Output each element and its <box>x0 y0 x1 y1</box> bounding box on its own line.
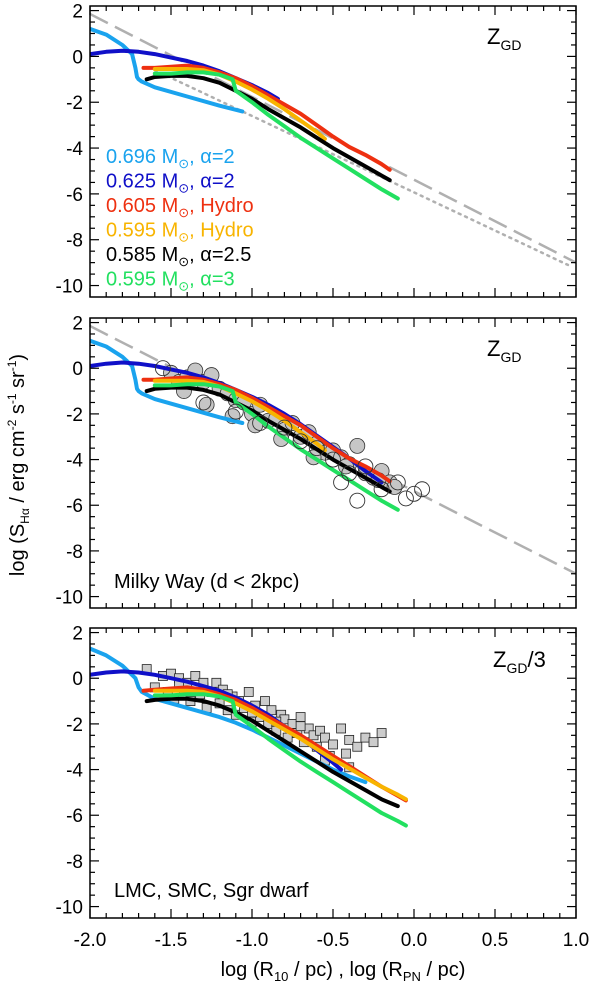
y-tick-label-top: -6 <box>66 185 83 206</box>
y-tick-label-top: 2 <box>72 2 83 23</box>
plot-area-top <box>90 12 576 267</box>
y-tick-label-middle: -8 <box>66 542 83 563</box>
y-axis-label: log (SHα / erg cm-2 s-1 sr-1) <box>5 354 32 576</box>
series-0-696-msun-2-top <box>90 26 245 114</box>
y-tick-label-top: -10 <box>56 277 83 298</box>
open-circle-point-middle <box>276 419 293 436</box>
panel-middle: 2 0 -2 -4 -6 -8 -10 <box>56 314 577 609</box>
open-circle-point-middle <box>325 451 341 468</box>
y-tick-label-bottom: -2 <box>66 715 83 736</box>
series-0-595-msun-3-top <box>152 70 400 201</box>
plot-area-middle <box>90 324 576 575</box>
x-tick-label: 1.0 <box>563 930 589 951</box>
bottom-label-middle: Milky Way (d < 2kpc) <box>114 571 299 593</box>
x-tick-label: -0.5 <box>317 930 350 951</box>
legend: 0.696 M⊙, α=20.625 M⊙, α=20.605 M⊙, Hydr… <box>106 146 254 294</box>
square-point-bottom <box>211 677 222 688</box>
legend-entry: 0.585 M⊙, α=2.5 <box>106 244 251 269</box>
open-circle-point-middle <box>195 394 212 411</box>
x-tick-label: -2.0 <box>74 930 107 951</box>
series-0-595-msun-hydro-bottom <box>152 688 408 802</box>
open-circle-point-middle <box>406 485 422 502</box>
series-0-585-msun-2-5-bottom <box>144 696 400 809</box>
filled-circle-point-middle <box>349 437 366 454</box>
open-circle-point-middle <box>373 481 390 498</box>
open-circle-point-middle <box>341 465 358 482</box>
y-tick-label-top: -4 <box>66 139 83 160</box>
open-circle-point-middle <box>389 474 406 491</box>
square-point-bottom <box>360 732 371 743</box>
y-tick-label-middle: 0 <box>72 359 83 380</box>
series-0-595-msun-3-middle <box>152 382 400 512</box>
square-point-bottom <box>336 723 347 734</box>
y-tick-label-bottom: -4 <box>66 761 83 782</box>
x-tick-label: 0.5 <box>482 930 508 951</box>
y-tick-label-top: 0 <box>72 47 83 68</box>
open-circle-point-middle <box>414 481 431 498</box>
y-tick-label-middle: -4 <box>66 451 83 472</box>
square-point-bottom <box>295 712 306 722</box>
square-point-bottom <box>344 734 355 745</box>
y-tick-label-middle: 2 <box>72 314 83 335</box>
series-0-595-msun-3-bottom <box>152 692 408 828</box>
open-circle-point-middle <box>154 360 171 377</box>
y-tick-label-middle: -2 <box>66 405 83 426</box>
square-point-bottom <box>260 696 270 706</box>
open-circle-point-middle <box>397 490 414 507</box>
reference-dashed-line-top <box>90 12 576 264</box>
legend-entry: 0.595 M⊙, α=3 <box>106 269 235 294</box>
x-tick-label: 0.0 <box>401 930 427 951</box>
open-circle-point-middle <box>227 403 244 420</box>
legend-entry: 0.605 M⊙, Hydro <box>106 195 254 220</box>
open-circle-point-middle <box>252 415 269 431</box>
square-point-bottom <box>352 741 363 752</box>
square-point-bottom <box>328 739 338 750</box>
corner-label-top: ZGD <box>487 24 521 53</box>
square-point-bottom <box>319 732 330 743</box>
plot-area-bottom <box>90 646 408 828</box>
series-0-605-msun-hydro-middle <box>141 375 392 484</box>
legend-entry: 0.696 M⊙, α=2 <box>106 146 235 171</box>
x-axis-label: log (R10 / pc) , log (RPN / pc) <box>221 959 466 984</box>
corner-label-bottom: ZGD/3 <box>493 647 546 676</box>
y-tick-label-bottom: 2 <box>72 624 83 645</box>
y-tick-label-bottom: 0 <box>72 669 83 690</box>
series-0-595-msun-hydro-top <box>152 67 327 141</box>
square-point-bottom <box>368 737 379 748</box>
square-point-bottom <box>295 721 306 732</box>
open-circle-point-middle <box>349 492 366 509</box>
square-point-bottom <box>190 671 201 681</box>
reference-dotted-line-top <box>153 68 570 267</box>
legend-entry: 0.625 M⊙, α=2 <box>106 171 235 196</box>
series-0-605-msun-hydro-top <box>141 63 392 172</box>
y-tick-label-middle: -10 <box>56 588 83 609</box>
y-tick-label-top: -2 <box>66 93 83 114</box>
open-circle-point-middle <box>357 458 374 475</box>
series-0-585-msun-2-5-middle <box>144 385 392 494</box>
square-point-bottom <box>376 728 387 738</box>
x-tick-label: -1.0 <box>236 930 269 951</box>
y-tick-label-bottom: -6 <box>66 806 83 827</box>
square-point-bottom <box>341 748 351 759</box>
y-tick-label-bottom: -8 <box>66 852 83 873</box>
bottom-label-bottom: LMC, SMC, Sgr dwarf <box>114 880 309 902</box>
open-circle-point-middle <box>333 474 350 491</box>
series-0-696-msun-2-middle <box>90 338 245 425</box>
legend-entry: 0.595 M⊙, Hydro <box>106 220 254 245</box>
open-circle-point-middle <box>308 440 325 457</box>
y-tick-label-middle: -6 <box>66 496 83 517</box>
panel-bottom: 2 0 -2 -4 -6 -8 -10 <box>56 624 577 919</box>
square-point-bottom <box>243 687 254 697</box>
open-circle-point-middle <box>292 433 309 450</box>
panel-top: 2 0 -2 -4 -6 -8 -10 <box>56 2 577 298</box>
corner-label-middle: ZGD <box>487 336 521 365</box>
x-tick-label: -1.5 <box>155 930 188 951</box>
y-tick-label-bottom: -10 <box>56 898 83 919</box>
x-tick-labels: -2.0 -1.5 -1.0 -0.5 0.0 0.5 1.0 <box>74 930 590 951</box>
y-tick-label-top: -8 <box>66 231 83 252</box>
series-0-585-msun-2-5-top <box>144 73 392 183</box>
